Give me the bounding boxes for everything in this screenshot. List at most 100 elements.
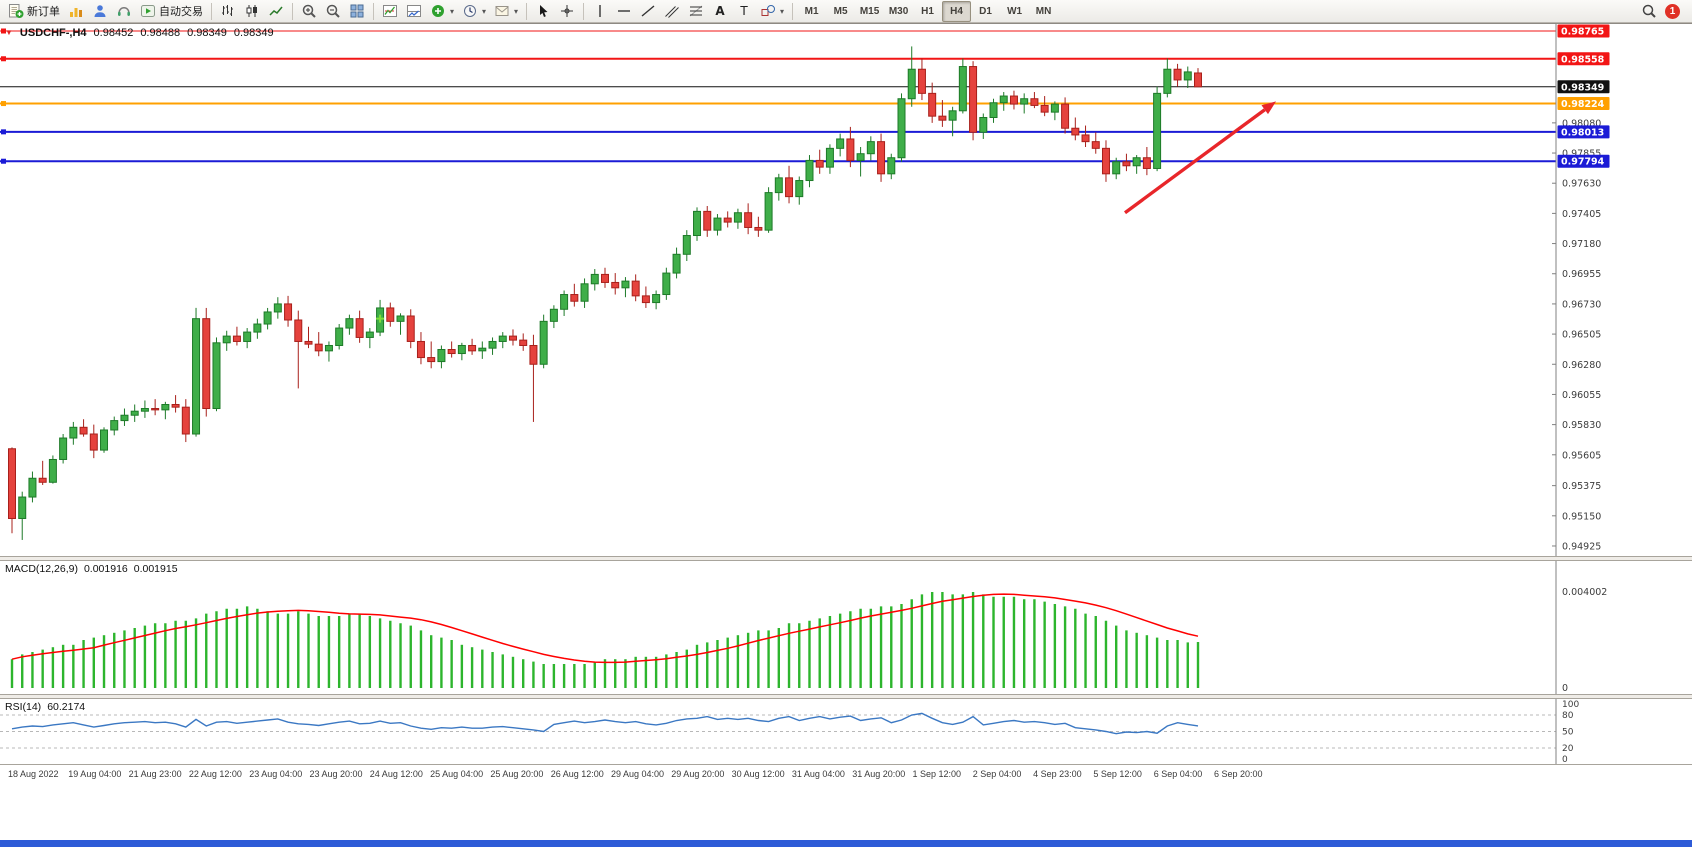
price-axis-badge: 0.98013 (1557, 125, 1610, 139)
candle-chart-icon (246, 5, 257, 17)
macd-chart[interactable]: 0.004002 0 (0, 561, 1692, 694)
svg-text:0.97630: 0.97630 (1562, 179, 1601, 190)
autotrading-button[interactable]: 自动交易 (136, 1, 207, 22)
dropdown-caret-icon: ▾ (482, 6, 487, 16)
indicator-window-icon (407, 5, 421, 17)
add-indicator-button[interactable]: ▾ (426, 1, 458, 22)
trendline-button[interactable] (636, 1, 660, 22)
svg-text:0.98224: 0.98224 (1561, 99, 1605, 110)
macd-value-2: 0.001915 (133, 563, 178, 575)
svg-text:0.96055: 0.96055 (1562, 390, 1601, 401)
svg-text:0.97794: 0.97794 (1561, 157, 1605, 168)
time-axis-label: 21 Aug 23:00 (128, 769, 182, 779)
bottom-strip (0, 840, 1692, 847)
add-indicator-icon (432, 5, 444, 17)
notification-badge[interactable]: 1 (1665, 3, 1680, 19)
svg-text:0: 0 (1562, 755, 1568, 764)
horizontal-line-button[interactable] (612, 1, 636, 22)
svg-text:0.96280: 0.96280 (1562, 360, 1601, 371)
svg-text:0.004002: 0.004002 (1562, 587, 1607, 598)
line-chart-button[interactable] (264, 1, 288, 22)
timeframe-mn-button[interactable]: MN (1035, 5, 1052, 17)
search-button[interactable] (1637, 1, 1661, 22)
svg-text:20: 20 (1562, 744, 1574, 754)
candle-chart-button[interactable] (240, 1, 264, 22)
indicators-button[interactable] (378, 1, 402, 22)
macd-pane: 0.004002 0 MACD(12,26,9) 0.001916 0.00191… (0, 561, 1692, 694)
text-button[interactable]: A (708, 1, 732, 22)
time-axis[interactable]: 18 Aug 2022 19 Aug 04:00 21 Aug 23:00 22 Au… (0, 764, 1692, 789)
level-endpoint-marker (1, 158, 6, 164)
autotrading-icon (141, 5, 155, 17)
search-icon (1642, 4, 1656, 18)
pane-splitter[interactable] (0, 694, 1692, 699)
svg-text:0.96505: 0.96505 (1562, 330, 1601, 341)
price-chart[interactable]: 0.98080 0.97855 0.97630 0.97405 0.97180 0.969… (0, 24, 1692, 556)
crosshair-button[interactable] (555, 1, 579, 22)
buy-marker-icon[interactable] (376, 314, 385, 323)
channel-button[interactable] (660, 1, 684, 22)
bar-chart-button[interactable] (216, 1, 240, 22)
tile-windows-icon (350, 4, 364, 18)
svg-text:0.95150: 0.95150 (1562, 511, 1601, 522)
timeframe-m1-button[interactable]: M1 (804, 5, 819, 17)
toolbar-separator (583, 2, 585, 20)
price-axis-badge: 0.98349 (1557, 80, 1610, 94)
svg-text:0.97855: 0.97855 (1562, 149, 1601, 160)
svg-text:T: T (739, 4, 748, 18)
cursor-button[interactable] (531, 1, 555, 22)
timeframe-h1-button[interactable]: H1 (921, 5, 934, 17)
tile-windows-button[interactable] (345, 1, 369, 22)
channel-icon (665, 6, 679, 18)
profile-button[interactable] (88, 1, 112, 22)
trend-arrow-annotation[interactable] (1123, 101, 1276, 215)
level-endpoint-marker (1, 101, 6, 107)
time-axis-label: 2 Sep 04:00 (972, 769, 1022, 779)
zoom-out-icon (326, 4, 340, 18)
time-axis-label: 25 Aug 04:00 (430, 769, 484, 779)
pane-splitter[interactable] (0, 556, 1692, 561)
templates-button[interactable]: ▾ (490, 1, 522, 22)
zoom-in-button[interactable] (297, 1, 321, 22)
timeframe-d1-button[interactable]: D1 (979, 5, 992, 17)
time-axis-label: 23 Aug 04:00 (249, 769, 303, 779)
template-icon (495, 6, 509, 16)
autotrading-button-label: 自动交易 (159, 6, 203, 18)
rsi-pane: 100 80 50 20 0 RSI(14) 60.2174 (0, 699, 1692, 764)
new-order-icon (9, 4, 24, 18)
community-button[interactable] (112, 1, 136, 22)
label-button[interactable]: T (732, 1, 756, 22)
time-axis-label: 29 Aug 20:00 (671, 769, 725, 779)
new-order-button[interactable]: 新订单 (4, 1, 64, 22)
time-axis-label: 6 Sep 20:00 (1214, 769, 1263, 779)
timeframe-m15-button[interactable]: M15 (859, 5, 880, 17)
rsi-label: RSI(14) 60.2174 (5, 701, 85, 713)
fibonacci-button[interactable] (684, 1, 708, 22)
time-axis-label: 6 Sep 04:00 (1153, 769, 1203, 779)
time-axis-label: 26 Aug 12:00 (550, 769, 604, 779)
macd-value-1: 0.001916 (83, 563, 128, 575)
vertical-line-button[interactable] (588, 1, 612, 22)
zoom-in-icon (302, 4, 316, 18)
timeframe-h4-button[interactable]: H4 (942, 0, 972, 22)
timeframe-w1-button[interactable]: W1 (1007, 5, 1023, 17)
timeframe-m30-button[interactable]: M30 (888, 5, 909, 17)
trendline-icon (641, 5, 655, 17)
ohlc-high: 0.98488 (140, 27, 181, 39)
timeframe-m5-button[interactable]: M5 (833, 5, 848, 17)
indicator-windows-button[interactable] (402, 1, 426, 22)
shapes-button[interactable]: ▾ (756, 1, 788, 22)
profile-icon (94, 5, 106, 17)
zoom-out-button[interactable] (321, 1, 345, 22)
svg-text:100: 100 (1562, 700, 1579, 710)
price-axis-badge: 0.97794 (1557, 154, 1610, 168)
periods-button[interactable]: ▾ (458, 1, 490, 22)
shapes-icon (761, 5, 776, 16)
svg-text:80: 80 (1562, 711, 1574, 721)
label-icon: T (739, 4, 748, 18)
macd-histogram (10, 592, 1200, 688)
charts-button[interactable] (64, 1, 88, 22)
